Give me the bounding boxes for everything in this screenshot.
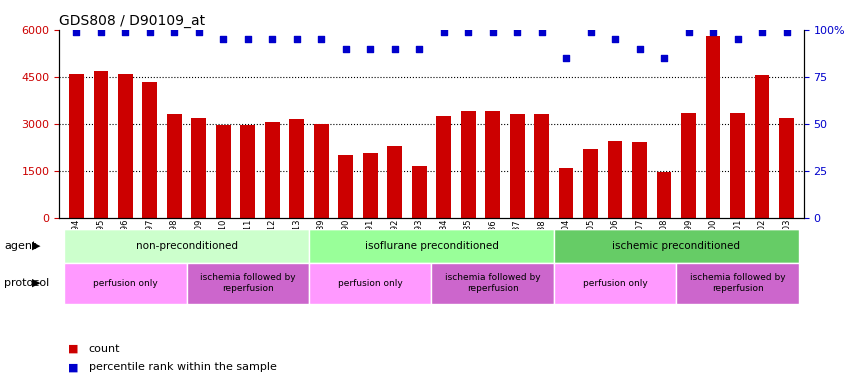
Point: [584, 29, 597, 35]
Text: isoflurane preconditioned: isoflurane preconditioned: [365, 241, 498, 250]
Point: [118, 29, 132, 35]
Point: [510, 29, 524, 35]
Point: [633, 46, 646, 52]
Bar: [191, 117, 206, 218]
Point: [706, 29, 720, 35]
Text: ischemia followed by
reperfusion: ischemia followed by reperfusion: [200, 273, 295, 293]
Text: ▶: ▶: [32, 278, 41, 288]
FancyBboxPatch shape: [64, 229, 309, 262]
Text: ■: ■: [68, 344, 78, 354]
Bar: [338, 155, 353, 218]
Text: perfusion only: perfusion only: [93, 279, 157, 288]
Bar: [314, 124, 328, 217]
Bar: [632, 142, 647, 218]
Point: [241, 36, 255, 42]
Text: perfusion only: perfusion only: [583, 279, 647, 288]
Bar: [437, 116, 451, 218]
Bar: [755, 75, 769, 217]
Text: ischemia followed by
reperfusion: ischemia followed by reperfusion: [689, 273, 785, 293]
Point: [143, 29, 157, 35]
Point: [461, 29, 475, 35]
Bar: [706, 36, 721, 218]
Text: protocol: protocol: [4, 278, 49, 288]
Bar: [583, 149, 598, 217]
Bar: [265, 122, 280, 218]
Text: ischemia followed by
reperfusion: ischemia followed by reperfusion: [445, 273, 541, 293]
Bar: [289, 119, 304, 218]
Point: [388, 46, 402, 52]
Text: percentile rank within the sample: percentile rank within the sample: [89, 363, 277, 372]
Text: agent: agent: [4, 241, 36, 250]
Bar: [656, 172, 672, 217]
Text: ischemic preconditioned: ischemic preconditioned: [613, 241, 740, 250]
Bar: [535, 114, 549, 218]
Bar: [216, 125, 231, 218]
Point: [217, 36, 230, 42]
Bar: [94, 70, 108, 217]
Text: ▶: ▶: [32, 241, 41, 250]
Bar: [607, 141, 623, 218]
Text: non-preconditioned: non-preconditioned: [135, 241, 238, 250]
Text: ■: ■: [68, 363, 78, 372]
Point: [486, 29, 499, 35]
Text: perfusion only: perfusion only: [338, 279, 403, 288]
Bar: [510, 114, 525, 218]
FancyBboxPatch shape: [309, 262, 431, 304]
Point: [608, 36, 622, 42]
Point: [315, 36, 328, 42]
Bar: [142, 82, 157, 218]
Point: [266, 36, 279, 42]
Bar: [461, 111, 475, 218]
Point: [437, 29, 450, 35]
FancyBboxPatch shape: [676, 262, 799, 304]
Point: [682, 29, 695, 35]
Bar: [387, 146, 402, 218]
Point: [94, 29, 107, 35]
Point: [192, 29, 206, 35]
FancyBboxPatch shape: [431, 262, 554, 304]
Bar: [681, 113, 696, 218]
Point: [780, 29, 794, 35]
Bar: [118, 74, 133, 217]
Bar: [69, 74, 84, 217]
FancyBboxPatch shape: [554, 229, 799, 262]
Bar: [363, 153, 377, 218]
Bar: [486, 111, 500, 218]
Bar: [240, 125, 255, 218]
Point: [168, 29, 181, 35]
Point: [535, 29, 548, 35]
Point: [69, 29, 83, 35]
Point: [731, 36, 744, 42]
Point: [559, 55, 573, 61]
Point: [413, 46, 426, 52]
Point: [657, 55, 671, 61]
Text: count: count: [89, 344, 120, 354]
Bar: [779, 117, 794, 218]
Bar: [412, 166, 426, 218]
FancyBboxPatch shape: [309, 229, 554, 262]
Bar: [730, 113, 745, 218]
Point: [290, 36, 304, 42]
Point: [364, 46, 377, 52]
FancyBboxPatch shape: [64, 262, 187, 304]
Bar: [559, 168, 574, 217]
FancyBboxPatch shape: [187, 262, 309, 304]
Point: [755, 29, 769, 35]
Text: GDS808 / D90109_at: GDS808 / D90109_at: [59, 13, 206, 28]
Point: [339, 46, 353, 52]
Bar: [167, 114, 182, 218]
FancyBboxPatch shape: [554, 262, 676, 304]
